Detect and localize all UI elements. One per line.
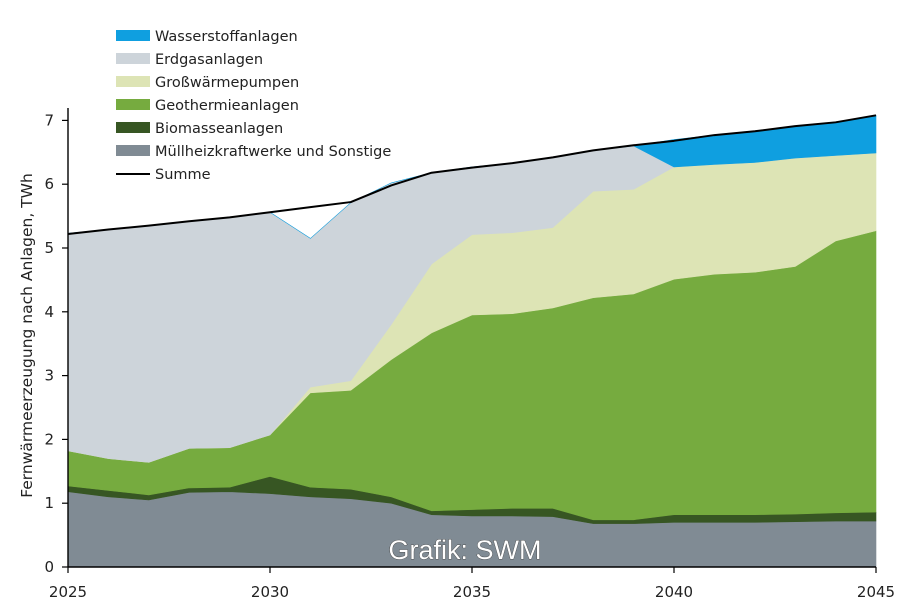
summe-line-group [67,114,877,235]
legend-swatch-erdgasanlagen [116,53,150,64]
legend-label-muellheizkraftwerke-und-sonstige: Müllheizkraftwerke und Sonstige [155,144,391,160]
legend-swatch-biomasseanlagen [116,122,150,133]
legend-label-erdgasanlagen: Erdgasanlagen [155,52,263,68]
legend-label-geothermieanlagen: Geothermieanlagen [155,98,299,114]
y-tick-label-7: 7 [44,111,54,129]
y-tick-label-1: 1 [44,494,54,512]
axes: 0 1 2 3 4 5 6 7 2025 2030 2035 2040 2045 [44,108,895,601]
legend-swatch-wasserstoffanlagen [116,30,150,41]
x-tick-label-2045: 2045 [857,583,895,601]
legend-label-wasserstoffanlagen: Wasserstoffanlagen [155,29,298,45]
y-axis-title: Fernwärmeerzeugung nach Anlagen, TWh [18,173,36,498]
y-tick-label-3: 3 [44,367,54,385]
y-tick-label-2: 2 [44,430,54,448]
legend-swatch-muellheizkraftwerke-und-sonstige [116,145,150,156]
legend-label-biomasseanlagen: Biomasseanlagen [155,121,283,137]
x-tick-label-2030: 2030 [251,583,289,601]
legend-swatch-grosswaermepumpen [116,76,150,87]
y-tick-label-4: 4 [44,303,54,321]
legend-label-summe: Summe [155,167,211,183]
y-tick-label-0: 0 [44,558,54,576]
x-tick-label-2025: 2025 [49,583,87,601]
grafik-swm-watermark: Grafik: SWM [389,535,542,565]
legend-label-grosswaermepumpen: Großwärmepumpen [155,75,299,91]
area-wasserstoffanlagen [67,115,877,239]
legend-swatch-geothermieanlagen [116,99,150,110]
stacked-areas [67,115,877,568]
summe-line [67,114,877,235]
y-tick-label-6: 6 [44,175,54,193]
y-tick-label-5: 5 [44,239,54,257]
x-tick-label-2035: 2035 [453,583,491,601]
legend: Wasserstoffanlagen Erdgasanlagen Großwärme… [116,29,391,183]
x-tick-label-2040: 2040 [655,583,693,601]
